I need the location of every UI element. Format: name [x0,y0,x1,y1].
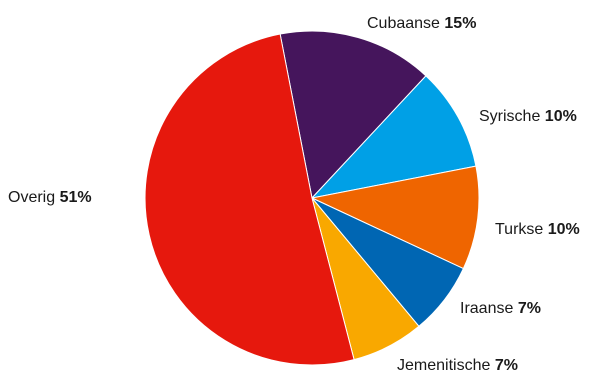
pie-slice-syrische [310,75,477,199]
pie-slices [144,30,480,366]
slice-label-value: 7% [518,300,541,317]
slice-label-name: Overig [8,189,60,206]
slice-label-jemenitische: Jemenitische 7% [397,357,518,374]
slice-label-syrische: Syrische 10% [479,108,577,125]
slice-label-name: Syrische [479,108,545,125]
pie-labels: Cubaanse 15%Syrische 10%Turkse 10%Iraans… [8,15,580,374]
pie-slice-cubaanse [279,30,427,200]
slice-label-value: 51% [60,189,92,206]
slice-label-value: 10% [548,221,580,238]
slice-label-name: Cubaanse [367,15,444,32]
slice-label-turkse: Turkse 10% [495,221,580,238]
pie-slice-overig [144,33,355,366]
slice-label-value: 10% [545,108,577,125]
slice-label-name: Jemenitische [397,357,495,374]
pie-slice-turkse [310,165,480,270]
slice-label-iraanse: Iraanse 7% [460,300,541,317]
slice-label-overig: Overig 51% [8,189,92,206]
slice-label-cubaanse: Cubaanse 15% [367,15,476,32]
slice-label-name: Iraanse [460,300,518,317]
slice-label-value: 15% [444,15,476,32]
slice-label-name: Turkse [495,221,548,238]
slice-label-value: 7% [495,357,518,374]
